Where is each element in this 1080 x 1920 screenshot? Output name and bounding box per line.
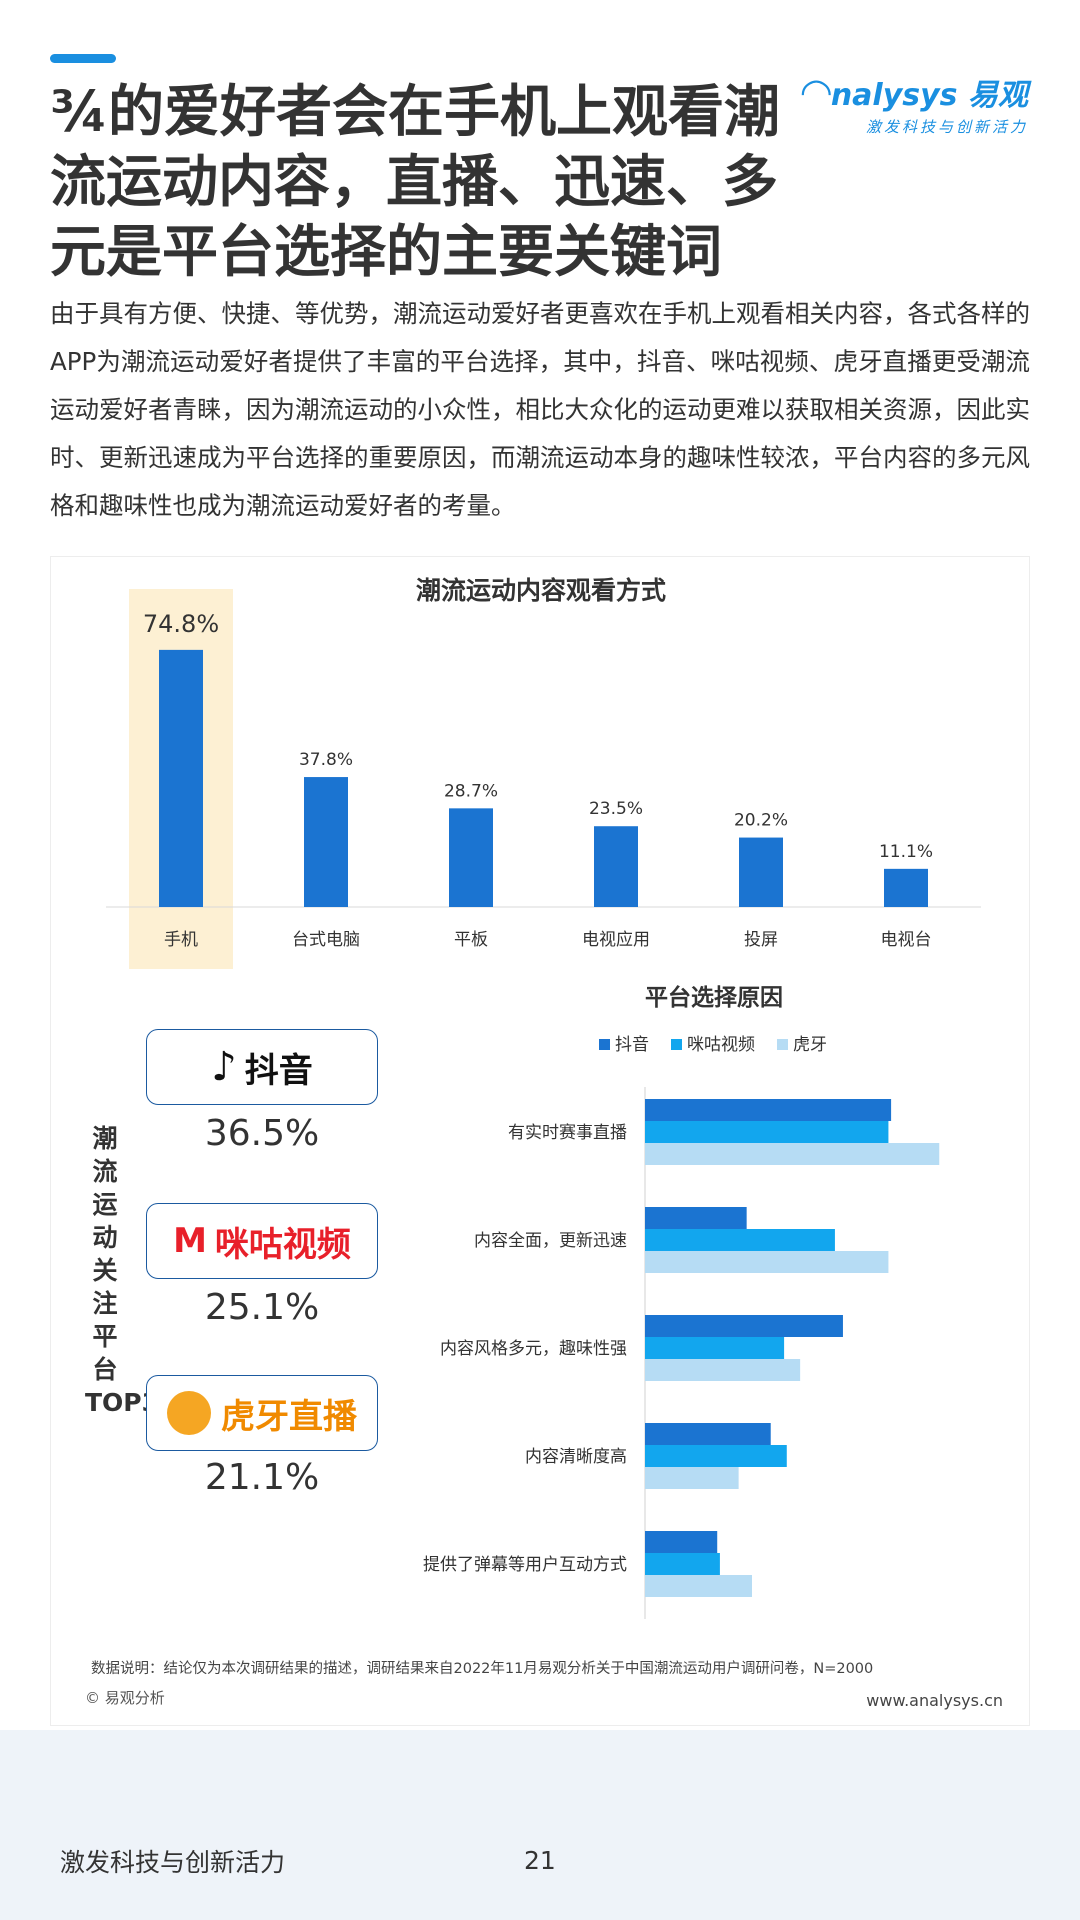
- chart2-legend-swatch-0: [599, 1039, 610, 1050]
- chart-card: 潮流运动内容观看方式 74.8% 手机 37.8% 台式电脑 28.7% 平板 23.5% 电视…: [50, 556, 1030, 1726]
- chart2-title: 平台选择原因: [645, 984, 783, 1011]
- chart2-bar-3-2: [645, 1467, 739, 1489]
- migu-m-icon: M: [173, 1221, 207, 1261]
- chart1-bar-3: [594, 826, 638, 907]
- chart2-category-label-4: 提供了弹幕等用户互动方式: [423, 1555, 627, 1575]
- chart2-bar-1-1: [645, 1229, 835, 1251]
- chart2-category-label-2: 内容风格多元，趣味性强: [440, 1339, 627, 1359]
- chart1-bar-2: [449, 808, 493, 907]
- migu-logo-box: M 咪咕视频: [146, 1203, 378, 1279]
- chart1-bar-0: [159, 649, 203, 907]
- data-note: 数据说明：结论仅为本次调研结果的描述，调研结果来自2022年11月易观分析关于中…: [91, 1661, 874, 1677]
- charts-canvas: 潮流运动内容观看方式 74.8% 手机 37.8% 台式电脑 28.7% 平板 23.5% 电视…: [106, 576, 981, 1619]
- huya-name: 虎牙直播: [221, 1396, 357, 1437]
- chart1-category-label-0: 手机: [164, 930, 198, 950]
- chart2-bar-1-2: [645, 1251, 889, 1273]
- chart1-category-label-1: 台式电脑: [292, 930, 360, 950]
- chart1-category-label-4: 投屏: [744, 930, 778, 950]
- chart2-bar-4-0: [645, 1531, 718, 1553]
- chart1-value-label-0: 74.8%: [143, 610, 219, 638]
- intro-paragraph: 由于具有方便、快捷、等优势，潮流运动爱好者更喜欢在手机上观看相关内容，各式各样的…: [50, 299, 1030, 520]
- chart2-bar-2-2: [645, 1359, 801, 1381]
- chart2-bar-2-1: [645, 1337, 785, 1359]
- chart2-legend-swatch-2: [777, 1039, 788, 1050]
- page-title: ¾的爱好者会在手机上观看潮流运动内容，直播、迅速、多元是平台选择的主要关键词: [50, 80, 780, 285]
- huya-tiger-icon: [167, 1391, 211, 1435]
- chart2-bar-4-1: [645, 1553, 720, 1575]
- footer-background: [0, 1730, 1080, 1920]
- huya-logo-box: 虎牙直播: [146, 1375, 378, 1451]
- footer-slogan: 激发科技与创新活力: [60, 1848, 286, 1877]
- douyin-note-icon: ♪: [211, 1044, 237, 1090]
- page-number: 21: [524, 1846, 556, 1875]
- douyin-pct: 36.5%: [204, 1113, 320, 1154]
- chart1-bar-4: [739, 837, 783, 907]
- chart2-bar-3-1: [645, 1445, 787, 1467]
- chart1-value-label-5: 11.1%: [879, 842, 933, 862]
- chart2-legend-swatch-1: [671, 1039, 682, 1050]
- chart1-category-label-3: 电视应用: [582, 930, 650, 950]
- platform-top3-title: 潮流运动关注平台TOP3: [85, 1124, 160, 1417]
- chart1-title: 潮流运动内容观看方式: [416, 576, 666, 605]
- chart2-bar-0-1: [645, 1121, 889, 1143]
- logo-text: nalysys: [830, 78, 958, 113]
- douyin-name: 抖音: [244, 1050, 313, 1091]
- chart2-category-label-1: 内容全面，更新迅速: [474, 1231, 627, 1251]
- chart2-category-label-3: 内容清晰度高: [525, 1447, 627, 1467]
- chart2-legend-label-0: 抖音: [615, 1035, 649, 1055]
- analysys-logo: ◠nalysys 易观 激发科技与创新活力: [801, 70, 1028, 136]
- chart2-bar-0-2: [645, 1143, 940, 1165]
- migu-name: 咪咕视频: [214, 1224, 351, 1265]
- chart2-legend-label-2: 虎牙: [793, 1035, 827, 1055]
- douyin-logo-box: ♪ 抖音: [146, 1029, 378, 1105]
- chart1-value-label-3: 23.5%: [589, 799, 643, 819]
- chart1-value-label-2: 28.7%: [444, 781, 498, 801]
- chart2-legend-label-1: 咪咕视频: [687, 1035, 755, 1055]
- chart2-bar-2-0: [645, 1315, 843, 1337]
- chart1-category-label-2: 平板: [454, 930, 488, 950]
- logo-cn: 易观: [968, 78, 1028, 113]
- chart1-value-label-1: 37.8%: [299, 750, 353, 770]
- huya-pct: 21.1%: [204, 1457, 320, 1498]
- chart2-bar-1-0: [645, 1207, 747, 1229]
- chart2-bar-0-0: [645, 1099, 892, 1121]
- chart2-category-label-0: 有实时赛事直播: [508, 1122, 627, 1143]
- chart1-value-label-4: 20.2%: [734, 811, 788, 831]
- copyright: © 易观分析: [85, 1689, 165, 1707]
- title-accent-bar: [50, 54, 116, 63]
- chart1-bar-5: [884, 868, 928, 907]
- chart2-bar-3-0: [645, 1423, 771, 1445]
- chart1-category-label-5: 电视台: [881, 930, 932, 950]
- chart1-bar-1: [304, 777, 348, 907]
- migu-pct: 25.1%: [204, 1287, 320, 1328]
- chart2-bar-4-2: [645, 1575, 752, 1597]
- logo-slogan: 激发科技与创新活力: [865, 118, 1028, 136]
- website: www.analysys.cn: [866, 1691, 1003, 1710]
